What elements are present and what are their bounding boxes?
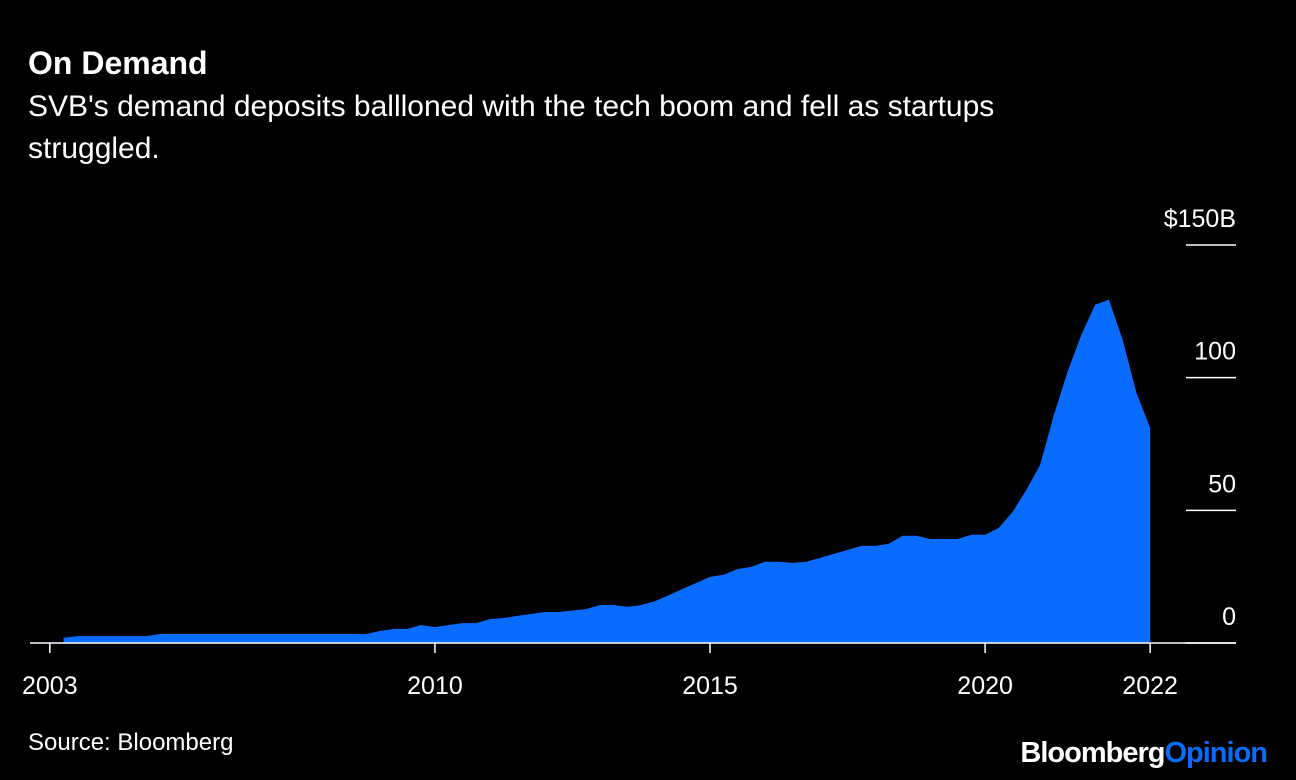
y-tick-label: 50	[1208, 470, 1236, 498]
x-tick-label: 2020	[957, 672, 1013, 700]
chart-subtitle: SVB's demand deposits ballloned with the…	[28, 90, 994, 165]
x-tick-label: 2003	[22, 672, 78, 700]
source: Source: Bloomberg	[28, 729, 233, 756]
brand: BloombergOpinion	[1020, 737, 1267, 769]
brand-name: Bloomberg	[1020, 737, 1164, 769]
y-tick-label: $150B	[1164, 205, 1236, 233]
x-tick-label: 2022	[1122, 672, 1178, 700]
x-tick-label: 2010	[407, 672, 463, 700]
y-tick-label: 0	[1222, 603, 1236, 631]
x-tick-label: 2015	[682, 672, 738, 700]
area	[63, 299, 1151, 643]
y-tick-label: 100	[1194, 338, 1236, 366]
brand-section: Opinion	[1164, 737, 1267, 769]
chart-title: On Demand	[28, 45, 208, 81]
